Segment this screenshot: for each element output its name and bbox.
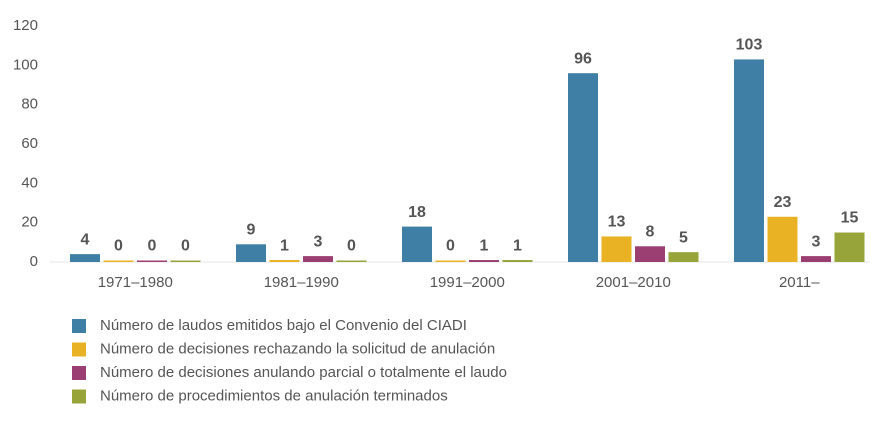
value-label: 5 — [679, 229, 688, 246]
legend-label: Número de decisiones rechazando la solic… — [100, 340, 495, 357]
value-label: 103 — [736, 37, 763, 54]
bar — [70, 254, 100, 262]
bar — [767, 216, 798, 262]
value-label: 3 — [314, 233, 323, 250]
x-tick-label: 1971–1980 — [98, 274, 173, 291]
legend-swatch — [72, 319, 86, 333]
x-tick-label: 1991–2000 — [430, 274, 505, 291]
bar — [236, 244, 266, 262]
legend-swatch — [72, 389, 86, 404]
y-tick-label: 0 — [30, 253, 38, 270]
value-label: 0 — [181, 238, 190, 255]
value-label: 18 — [408, 204, 426, 221]
bar — [801, 256, 831, 262]
bar — [137, 260, 167, 262]
y-tick-label: 100 — [13, 56, 38, 73]
bar — [170, 260, 201, 262]
bar — [336, 260, 367, 262]
value-label: 1 — [480, 237, 489, 254]
value-label: 15 — [841, 210, 859, 227]
bar — [601, 236, 632, 262]
bar — [103, 260, 134, 262]
x-tick-label: 1981–1990 — [264, 274, 339, 291]
value-label: 1 — [513, 237, 522, 254]
bar — [303, 256, 333, 262]
y-tick-label: 20 — [21, 214, 38, 231]
value-label: 8 — [646, 223, 655, 240]
value-label: 0 — [114, 238, 123, 255]
legend-label: Número de laudos emitidos bajo el Conven… — [100, 317, 467, 334]
legend-swatch — [72, 342, 86, 357]
y-tick-label: 60 — [21, 135, 38, 152]
value-label: 13 — [608, 214, 626, 231]
value-label: 9 — [247, 222, 256, 239]
bar — [734, 59, 764, 262]
value-label: 0 — [347, 238, 356, 255]
legend-label: Número de decisiones anulando parcial o … — [100, 364, 507, 381]
bar — [469, 260, 499, 262]
y-tick-label: 40 — [21, 174, 38, 191]
value-label: 0 — [446, 238, 455, 255]
legend-swatch — [72, 366, 86, 380]
bar — [568, 73, 598, 262]
value-label: 3 — [812, 233, 821, 250]
legend-label: Número de procedimientos de anulación te… — [100, 387, 448, 404]
y-tick-label: 120 — [13, 17, 38, 34]
bar — [269, 260, 300, 262]
value-label: 1 — [280, 237, 289, 254]
bar — [834, 232, 865, 262]
bar — [502, 260, 533, 262]
bar — [635, 246, 665, 262]
bar — [435, 260, 466, 262]
x-tick-label: 2011– — [779, 274, 820, 291]
value-label: 23 — [774, 194, 792, 211]
value-label: 0 — [148, 238, 157, 255]
bar — [668, 252, 699, 262]
x-tick-label: 2001–2010 — [596, 274, 671, 291]
value-label: 96 — [574, 50, 592, 67]
y-tick-label: 80 — [21, 96, 38, 113]
value-label: 4 — [81, 231, 90, 248]
bar — [402, 226, 432, 262]
